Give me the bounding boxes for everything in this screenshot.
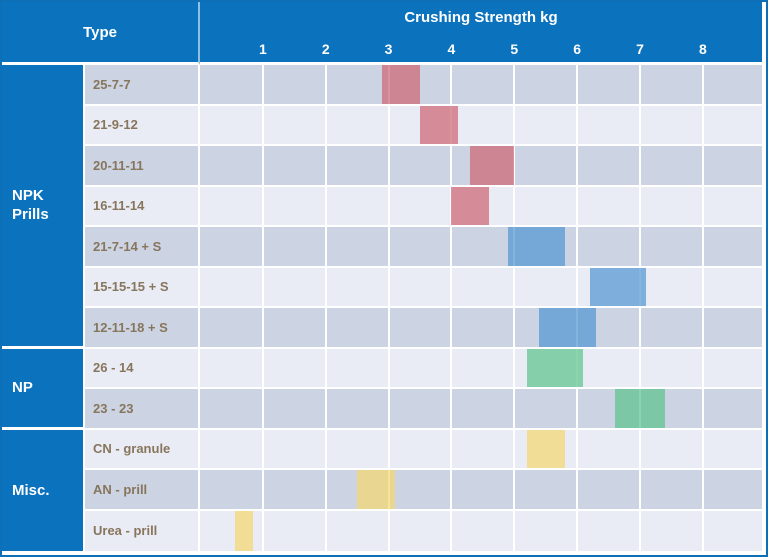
row-label-23-23: 23 - 23 [85,389,200,430]
x-axis-header: Crushing Strength kg 1 2 3 4 5 6 7 8 [200,2,762,65]
x-axis-tick-7: 7 [636,41,644,57]
row-label-21-7-14-s: 21-7-14 + S [85,227,200,268]
plot-row-20-11-11 [200,146,762,187]
x-axis-tick-1: 1 [258,41,267,57]
range-bar-21-7-14-s [508,227,565,266]
plot-row-an-prill [200,470,762,511]
plot-row-15-15-15-s [200,267,762,308]
group-cell-np: NP [2,348,85,430]
type-column-header: Type [2,2,200,65]
row-label-16-11-14: 16-11-14 [85,186,200,227]
range-bar-23-23 [614,389,666,428]
group-cell-misc: Misc. [2,429,85,551]
row-label-25-7-7: 25-7-7 [85,65,200,106]
plot-row-cn-granule [200,429,762,470]
row-label-20-11-11: 20-11-11 [85,146,200,187]
plot-row-12-11-18-s [200,308,762,349]
plot-row-23-23 [200,389,762,430]
row-label-15-15-15-s: 15-15-15 + S [85,267,200,308]
row-label-cn-granule: CN - granule [85,429,200,470]
plot-row-16-11-14 [200,186,762,227]
x-axis-tick-3: 3 [384,41,393,57]
type-header-label: Type [83,23,117,41]
x-axis-tick-8: 8 [699,41,707,57]
plot-row-urea-prill [200,510,762,551]
chart-grid: Type Crushing Strength kg 1 2 3 4 5 6 7 8 NPK P… [2,2,762,551]
range-bar-16-11-14 [451,186,490,225]
plot-row-21-9-12 [200,105,762,146]
row-label-26-14: 26 - 14 [85,348,200,389]
row-label-12-11-18-s: 12-11-18 + S [85,308,200,349]
range-bar-26-14 [526,348,584,387]
x-axis-tick-5: 5 [510,41,519,57]
plot-row-21-7-14-s [200,227,762,268]
group-cell-npk-prills: NPK Prills [2,65,85,349]
x-axis-tick-6: 6 [573,41,582,57]
range-bar-15-15-15-s [589,267,647,306]
range-bar-20-11-11 [470,146,515,185]
range-bar-21-9-12 [420,105,458,144]
row-label-an-prill: AN - prill [85,470,200,511]
range-bar-urea-prill [234,510,254,551]
range-bar-12-11-18-s [539,308,597,347]
plot-row-25-7-7 [200,65,762,106]
row-label-21-9-12: 21-9-12 [85,105,200,146]
row-label-urea-prill: Urea - prill [85,510,200,551]
plot-row-26-14 [200,348,762,389]
chart-title: Crushing Strength kg [404,9,558,26]
x-axis-tick-2: 2 [321,41,330,57]
range-bar-25-7-7 [382,65,420,104]
range-bar-cn-granule [526,429,565,468]
x-axis-tick-4: 4 [447,41,456,57]
range-bar-an-prill [357,470,395,509]
